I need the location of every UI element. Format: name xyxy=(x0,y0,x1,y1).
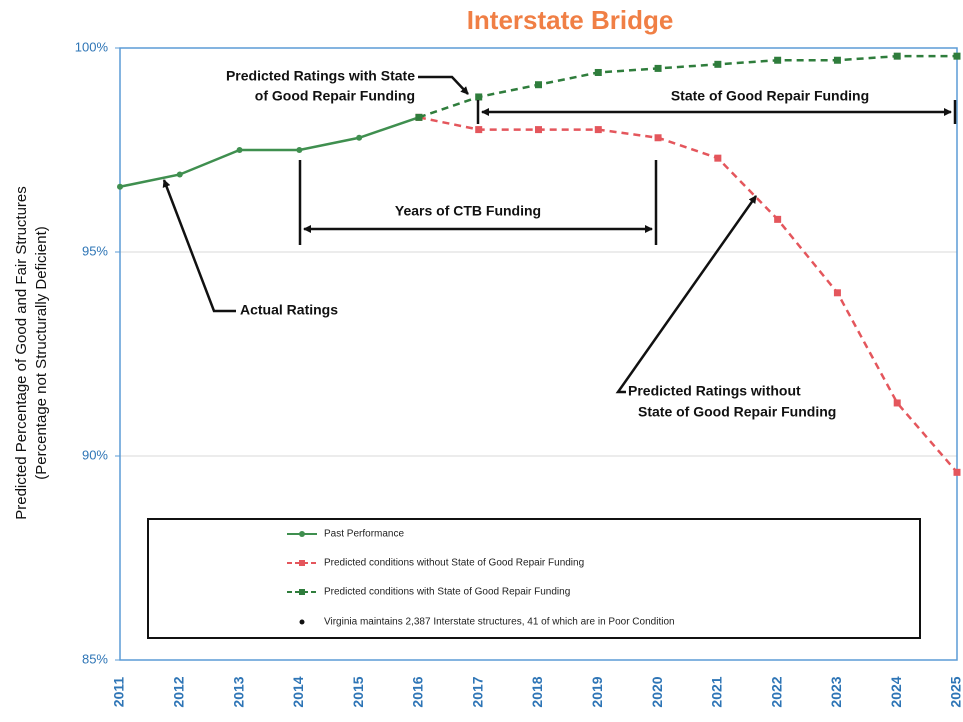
annotation: State of Good Repair Funding xyxy=(638,404,836,420)
x-tick-label: 2016 xyxy=(410,676,426,707)
point xyxy=(714,60,722,68)
annotation: Years of CTB Funding xyxy=(395,203,541,219)
point xyxy=(833,289,841,297)
annotation-arrows xyxy=(162,75,957,394)
legend: Past Performance Predicted conditions wit… xyxy=(287,529,675,628)
y-axis-label: (Percentage not Structurally Deficient) xyxy=(33,226,50,479)
x-tick-label: 2020 xyxy=(649,676,665,707)
legend-marker xyxy=(299,589,305,595)
legend-marker xyxy=(299,560,305,566)
x-tick-label: 2024 xyxy=(888,676,904,707)
legend-box xyxy=(147,518,921,639)
annotation: Predicted Ratings with State xyxy=(226,68,415,84)
y-tick-label: 95% xyxy=(82,243,108,258)
x-tick-label: 2019 xyxy=(589,676,605,707)
note: Virginia maintains 2,387 Interstate stru… xyxy=(324,617,675,628)
point xyxy=(117,183,123,190)
chart-title: Interstate Bridge xyxy=(467,5,674,35)
point xyxy=(893,399,901,407)
x-tick-label: 2011 xyxy=(111,677,127,708)
y-axis-label: Predicted Percentage of Good and Fair St… xyxy=(13,186,30,520)
x-tick-label: 2014 xyxy=(290,676,306,707)
point xyxy=(415,113,423,121)
x-tick-label: 2013 xyxy=(230,676,246,707)
x-tick-label: 2012 xyxy=(170,676,186,707)
point xyxy=(774,56,782,64)
point xyxy=(475,93,483,101)
point xyxy=(236,147,243,153)
point xyxy=(535,81,542,89)
line-series xyxy=(119,116,420,188)
point xyxy=(953,468,961,476)
plot-area: 85% 90% 95% 100% 2011 2012 2013 2014 2015 2016 201… xyxy=(75,39,963,707)
legend-label: Predicted conditions without State of Go… xyxy=(324,558,584,569)
annotation: of Good Repair Funding xyxy=(255,88,415,104)
point xyxy=(356,134,363,141)
y-tick-label: 100% xyxy=(75,39,109,54)
plot-frame xyxy=(119,47,958,661)
point xyxy=(714,154,722,162)
y-tick-label: 90% xyxy=(82,447,108,462)
x-tick-label: 2022 xyxy=(768,676,784,707)
x-tick-label: 2015 xyxy=(350,676,366,707)
point xyxy=(176,171,183,178)
annotation: State of Good Repair Funding xyxy=(671,88,869,104)
point xyxy=(535,126,542,134)
line-series xyxy=(418,116,958,474)
x-tick-label: 2018 xyxy=(529,676,545,707)
point xyxy=(893,52,901,60)
y-tick-label: 85% xyxy=(82,651,108,666)
point xyxy=(296,147,303,153)
legend-label: Past Performance xyxy=(324,529,404,540)
x-tick-label: 2023 xyxy=(828,676,844,707)
point xyxy=(654,64,662,72)
point xyxy=(654,134,662,142)
point xyxy=(594,68,602,76)
x-tick-label: 2017 xyxy=(469,676,485,707)
legend-marker xyxy=(299,531,305,537)
point xyxy=(774,215,782,223)
point xyxy=(953,52,961,60)
point xyxy=(833,56,841,64)
x-tick-label: 2021 xyxy=(709,676,725,707)
annotation: Actual Ratings xyxy=(240,302,338,318)
note-bullet xyxy=(299,619,305,625)
annotation: Predicted Ratings without xyxy=(628,383,801,399)
legend-label: Predicted conditions with State of Good … xyxy=(324,587,570,598)
point xyxy=(594,126,602,134)
x-tick-label: 2025 xyxy=(948,676,963,707)
point xyxy=(475,126,483,134)
